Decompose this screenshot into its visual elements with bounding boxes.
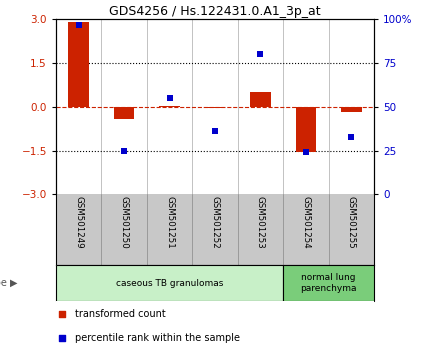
Text: GSM501254: GSM501254 <box>301 196 310 249</box>
Point <box>75 22 82 28</box>
Point <box>257 52 264 57</box>
Bar <box>341 107 362 112</box>
Text: GSM501253: GSM501253 <box>256 196 265 249</box>
Bar <box>250 92 271 107</box>
Point <box>59 335 66 341</box>
Text: transformed count: transformed count <box>75 309 166 319</box>
Text: GSM501249: GSM501249 <box>74 196 83 249</box>
FancyBboxPatch shape <box>56 265 283 301</box>
Text: GSM501251: GSM501251 <box>165 196 174 249</box>
Text: percentile rank within the sample: percentile rank within the sample <box>75 333 240 343</box>
Bar <box>114 107 134 119</box>
Bar <box>205 107 225 108</box>
Point <box>166 95 173 101</box>
Text: cell type ▶: cell type ▶ <box>0 278 18 288</box>
FancyBboxPatch shape <box>283 265 374 301</box>
Title: GDS4256 / Hs.122431.0.A1_3p_at: GDS4256 / Hs.122431.0.A1_3p_at <box>109 5 321 18</box>
Point <box>121 148 128 153</box>
Point <box>302 149 309 155</box>
Point <box>212 129 218 134</box>
Text: GSM501252: GSM501252 <box>211 196 219 249</box>
Point <box>348 134 355 139</box>
Bar <box>159 106 180 107</box>
Text: GSM501250: GSM501250 <box>120 196 129 249</box>
Bar <box>296 107 316 152</box>
Point <box>59 312 66 317</box>
Text: caseous TB granulomas: caseous TB granulomas <box>116 279 223 287</box>
Text: GSM501255: GSM501255 <box>347 196 356 249</box>
Bar <box>68 22 89 107</box>
Text: normal lung
parenchyma: normal lung parenchyma <box>301 273 357 293</box>
